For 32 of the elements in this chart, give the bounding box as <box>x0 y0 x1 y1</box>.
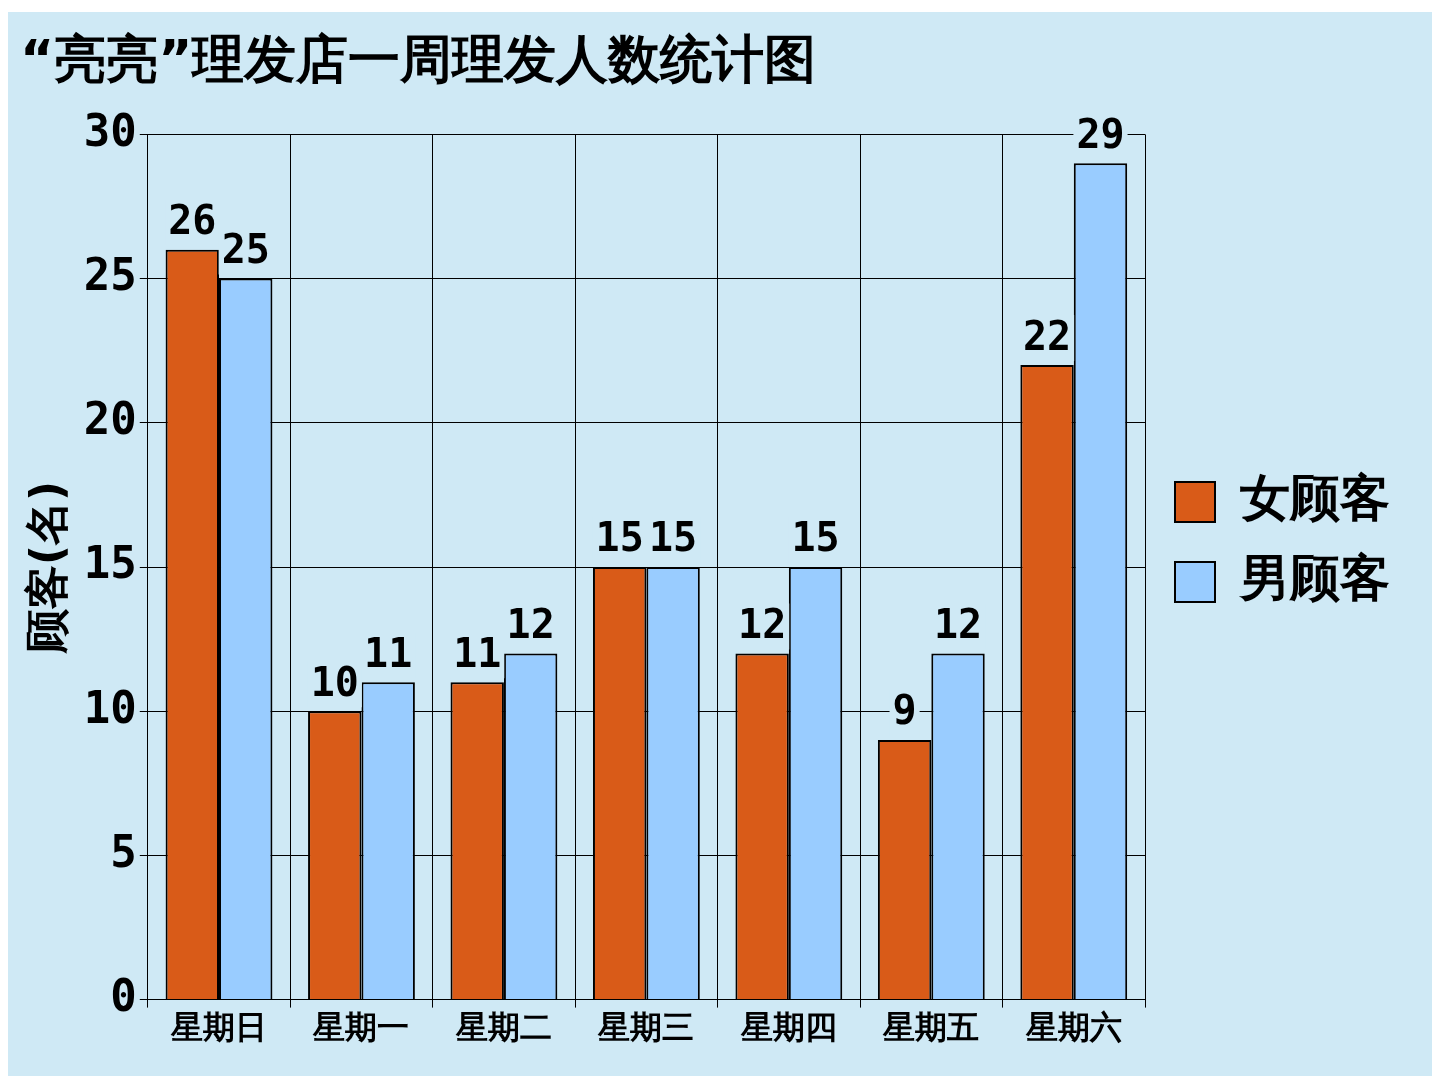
x-tick-label: 星期四 <box>739 1008 837 1047</box>
legend-label: 男顾客 <box>1238 548 1390 607</box>
y-tick-label: 0 <box>110 970 137 1022</box>
y-tick-label: 5 <box>110 825 137 877</box>
data-label: 12 <box>506 600 555 647</box>
y-tick-label: 10 <box>83 681 137 733</box>
data-label: 12 <box>933 600 983 647</box>
y-tick-label: 20 <box>83 393 137 445</box>
data-label: 29 <box>1076 110 1125 157</box>
data-label: 11 <box>453 629 502 676</box>
x-tick-label: 星期二 <box>454 1008 552 1047</box>
chart-title: “亮亮”理发店一周理发人数统计图 <box>20 28 817 89</box>
x-tick-label: 星期六 <box>1024 1008 1122 1047</box>
data-label: 12 <box>738 600 787 647</box>
data-label: 9 <box>892 687 917 734</box>
data-label: 15 <box>595 514 644 561</box>
legend-label: 女顾客 <box>1239 468 1390 527</box>
y-tick-label: 25 <box>83 249 137 301</box>
data-label: 25 <box>221 225 270 272</box>
data-label: 15 <box>649 514 698 561</box>
x-tick-label: 星期三 <box>597 1008 695 1047</box>
data-label: 22 <box>1022 312 1072 359</box>
data-label: 26 <box>168 197 217 244</box>
x-tick-label: 星期日 <box>170 1008 268 1047</box>
data-label: 15 <box>791 514 840 561</box>
y-axis-title: 顾客(名) <box>20 480 72 655</box>
data-label: 10 <box>310 658 359 705</box>
x-tick-label: 星期一 <box>312 1008 410 1047</box>
x-tick-label: 星期五 <box>882 1008 980 1047</box>
data-label: 11 <box>364 629 413 676</box>
y-tick-label: 15 <box>83 537 137 589</box>
y-tick-label: 30 <box>83 104 137 156</box>
